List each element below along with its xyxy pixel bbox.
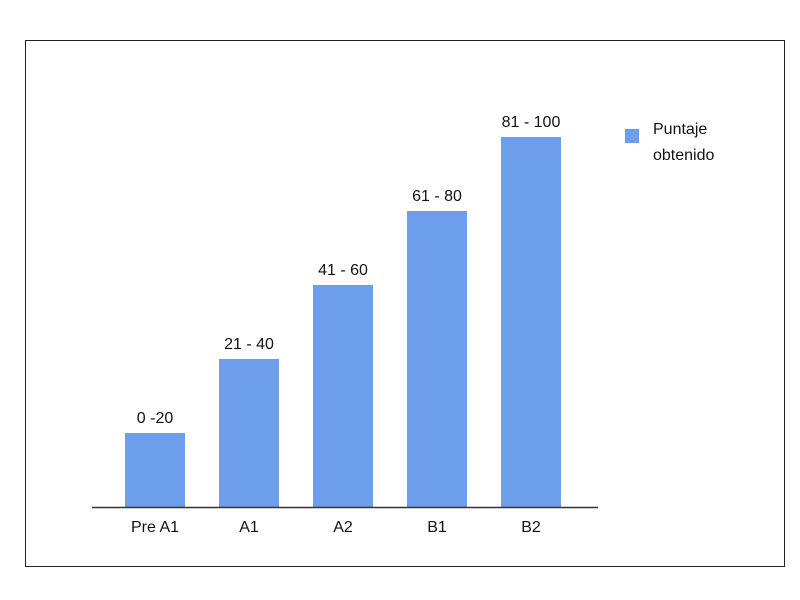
bars-group bbox=[125, 137, 561, 507]
chart-frame bbox=[25, 40, 785, 567]
bar-b2 bbox=[501, 137, 561, 507]
bar-value-label: 0 -20 bbox=[137, 410, 174, 427]
legend-label-line-1: Puntaje bbox=[653, 121, 707, 138]
bar-value-label: 61 - 80 bbox=[412, 188, 462, 205]
legend-swatch bbox=[625, 129, 639, 143]
legend-label-line-2: obtenido bbox=[653, 147, 714, 164]
bar-value-label: 21 - 40 bbox=[224, 336, 274, 353]
legend: Puntaje obtenido bbox=[625, 121, 714, 164]
x-tick-label: B2 bbox=[521, 519, 541, 536]
x-tick-label: B1 bbox=[427, 519, 447, 536]
bar-labels-group: 0 -20 21 - 40 41 - 60 61 - 80 81 - 100 bbox=[137, 114, 561, 427]
x-tick-label: A1 bbox=[239, 519, 259, 536]
bar-value-label: 41 - 60 bbox=[318, 262, 368, 279]
x-tick-labels-group: Pre A1 A1 A2 B1 B2 bbox=[131, 519, 541, 536]
bar-b1 bbox=[407, 211, 467, 507]
bar-a1 bbox=[219, 359, 279, 507]
x-tick-label: A2 bbox=[333, 519, 353, 536]
bar-value-label: 81 - 100 bbox=[502, 114, 561, 131]
x-tick-label: Pre A1 bbox=[131, 519, 179, 536]
bar-pre-a1 bbox=[125, 433, 185, 507]
bar-a2 bbox=[313, 285, 373, 507]
